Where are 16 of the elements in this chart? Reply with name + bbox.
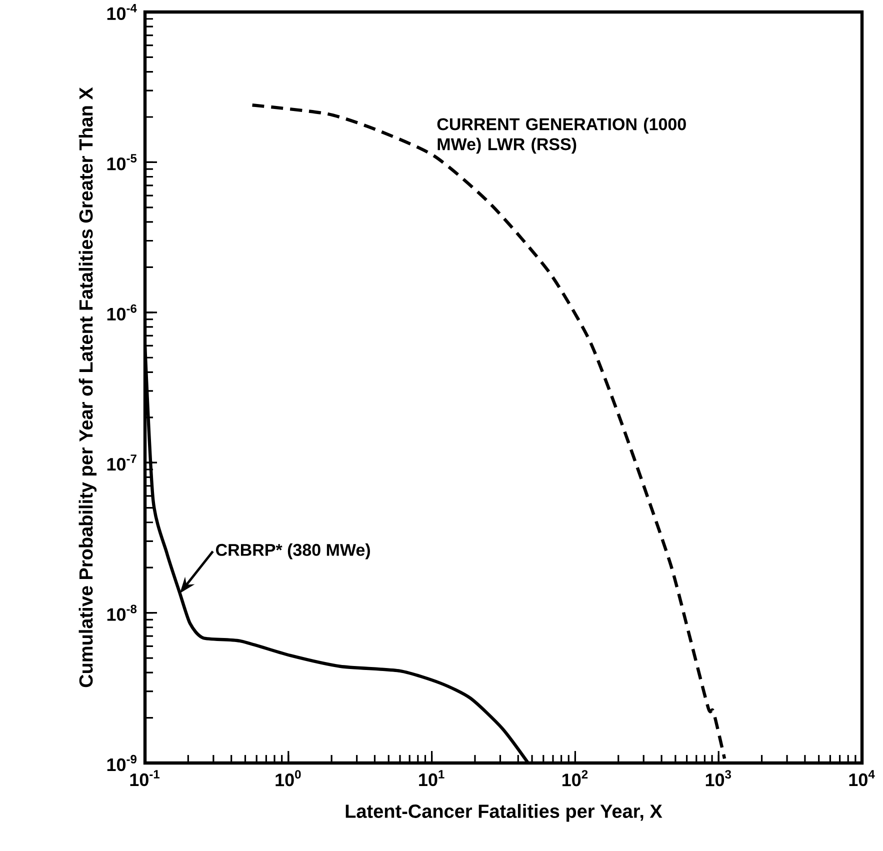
x-tick-label: 10$^{2}$ [562, 770, 588, 786]
x-tick-label: 10$^{0}$ [276, 770, 301, 786]
x-tick-label: 10$^{1}$ [419, 770, 444, 786]
series-label: CURRENT GENERATION (1000 MWe) LWR (RSS) [437, 118, 686, 154]
text: CRBRP* (380 MWe) [216, 543, 370, 560]
y-tick-label: 10$^{-5}$ [107, 154, 137, 170]
x-tick-label: 10$^{-1}$ [130, 770, 160, 786]
y-tick-label: 10$^{-8}$ [107, 604, 137, 621]
y-tick-label: 10$^{-6}$ [107, 304, 136, 321]
x-axis-title: Latent-Cancer Fatalities per Year, X [346, 804, 662, 822]
y-tick-label: 10$^{-9}$ [107, 754, 136, 772]
x-tick-label: 10$^{4}$ [849, 770, 875, 786]
y-tick-label: 10$^{-7}$ [107, 454, 136, 471]
y-axis-title: Cumulative Probability per Year of Latent Fatalities Greater Than X [78, 87, 97, 688]
y-tick-label: 10$^{-4}$ [107, 4, 137, 20]
x-tick-label: 10$^{3}$ [706, 770, 732, 786]
